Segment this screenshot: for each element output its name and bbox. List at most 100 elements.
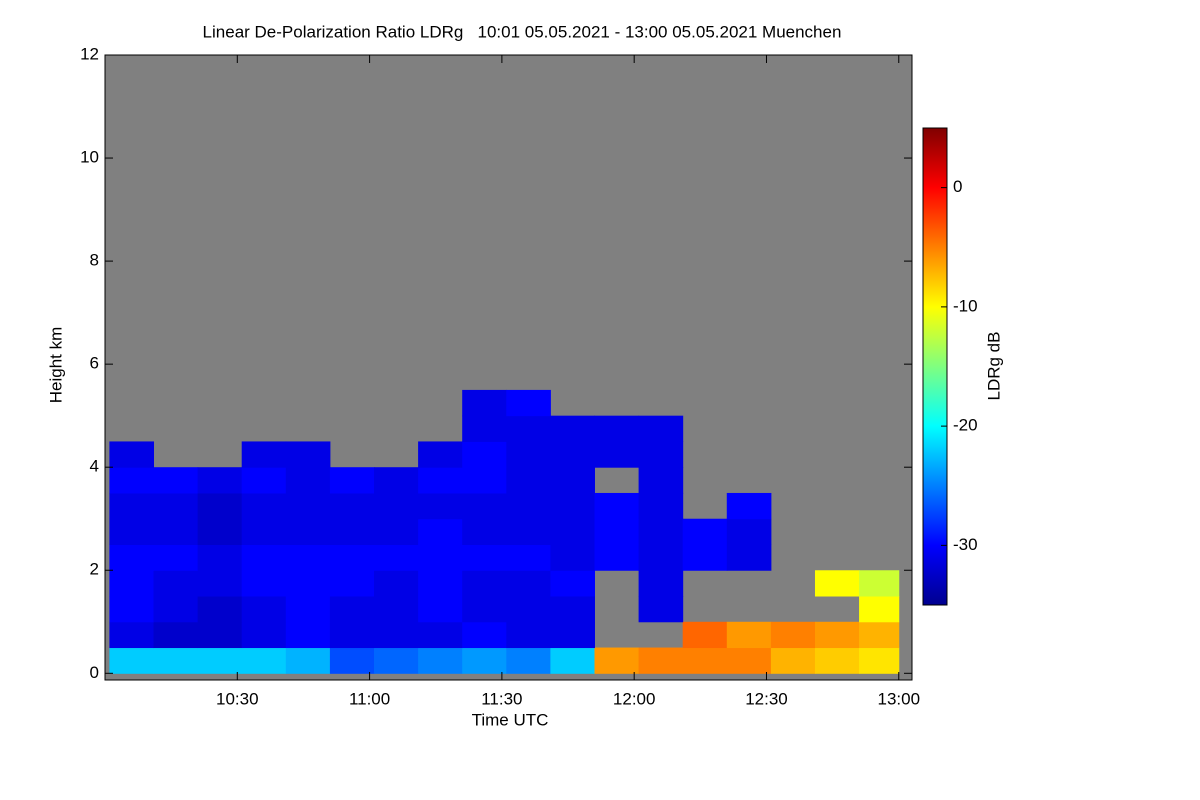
heatmap-cell xyxy=(462,596,507,623)
heatmap-cell xyxy=(594,492,640,520)
heatmap-cell xyxy=(109,492,155,520)
heatmap-cell xyxy=(197,544,243,571)
heatmap-cell xyxy=(153,467,199,494)
heatmap-cell xyxy=(241,596,287,623)
heatmap-cell xyxy=(462,518,507,545)
heatmap-cell xyxy=(329,492,375,520)
heatmap-cell xyxy=(418,647,463,674)
heatmap-cell xyxy=(418,467,463,494)
heatmap-cell xyxy=(374,467,419,494)
heatmap-cell xyxy=(682,518,728,545)
y-tick-label: 2 xyxy=(90,560,99,579)
heatmap-cell xyxy=(550,492,595,520)
y-tick-label: 12 xyxy=(80,44,99,63)
heatmap-cell xyxy=(462,389,507,417)
heatmap-cell xyxy=(859,570,900,597)
heatmap-cell xyxy=(638,544,684,571)
heatmap-cell xyxy=(329,570,375,597)
heatmap-cell xyxy=(241,544,287,571)
heatmap-cell xyxy=(197,596,243,623)
heatmap-cell xyxy=(726,647,772,674)
heatmap-cell xyxy=(285,596,331,623)
heatmap-cell xyxy=(859,621,900,649)
heatmap-cell xyxy=(638,467,684,494)
heatmap-cell xyxy=(285,647,331,674)
heatmap-cell xyxy=(329,647,375,674)
heatmap-cell xyxy=(638,518,684,545)
heatmap-cell xyxy=(814,647,860,674)
heatmap-cell xyxy=(638,647,684,674)
heatmap-cell xyxy=(329,544,375,571)
heatmap-cell xyxy=(814,570,860,597)
heatmap-cell xyxy=(506,596,551,623)
heatmap-cell xyxy=(374,596,419,623)
heatmap-cell xyxy=(285,570,331,597)
heatmap-cell xyxy=(418,544,463,571)
heatmap-cell xyxy=(153,647,199,674)
heatmap-cell xyxy=(418,621,463,649)
heatmap-cell xyxy=(770,621,816,649)
heatmap-cell xyxy=(285,518,331,545)
heatmap-cell xyxy=(594,441,640,468)
heatmap-cell xyxy=(153,596,199,623)
heatmap-cell xyxy=(682,621,728,649)
heatmap-cell xyxy=(550,621,595,649)
heatmap-cell xyxy=(550,467,595,494)
heatmap-cell xyxy=(197,621,243,649)
heatmap-cell xyxy=(285,441,331,468)
heatmap-cell xyxy=(374,570,419,597)
heatmap-cell xyxy=(241,570,287,597)
heatmap-cell xyxy=(285,621,331,649)
heatmap-cell xyxy=(153,570,199,597)
heatmap-cell xyxy=(153,621,199,649)
x-tick-label: 13:00 xyxy=(877,689,920,708)
heatmap-cell xyxy=(418,570,463,597)
heatmap-cell xyxy=(462,544,507,571)
heatmap-cell xyxy=(241,621,287,649)
x-tick-label: 12:30 xyxy=(745,689,788,708)
heatmap-cell xyxy=(770,647,816,674)
heatmap-cell xyxy=(550,647,595,674)
heatmap-cell xyxy=(109,467,155,494)
heatmap-cell xyxy=(726,492,772,520)
heatmap-cell xyxy=(462,467,507,494)
heatmap-cell xyxy=(109,596,155,623)
heatmap-cell xyxy=(418,441,463,468)
colorbar xyxy=(922,127,948,606)
heatmap-cell xyxy=(638,492,684,520)
heatmap-cell xyxy=(418,518,463,545)
heatmap-cell xyxy=(638,415,684,442)
heatmap-cell xyxy=(814,621,860,649)
heatmap-cell xyxy=(506,492,551,520)
heatmap-cell xyxy=(726,544,772,571)
heatmap-cell xyxy=(462,415,507,442)
y-tick-label: 6 xyxy=(90,354,99,373)
heatmap-cell xyxy=(197,518,243,545)
heatmap-cell xyxy=(462,570,507,597)
colorbar-tick-label: -20 xyxy=(953,416,978,435)
heatmap-cell xyxy=(726,621,772,649)
heatmap-cell xyxy=(462,647,507,674)
heatmap-cell xyxy=(550,596,595,623)
heatmap-cell xyxy=(594,518,640,545)
colorbar-label: LDRg dB xyxy=(984,332,1003,401)
heatmap-cell xyxy=(241,518,287,545)
heatmap-cell xyxy=(594,647,640,674)
heatmap-cell xyxy=(153,492,199,520)
heatmap-cell xyxy=(197,467,243,494)
heatmap-cell xyxy=(462,441,507,468)
heatmap-cell xyxy=(550,570,595,597)
heatmap-cell xyxy=(550,441,595,468)
heatmap-cell xyxy=(682,544,728,571)
heatmap-cell xyxy=(109,518,155,545)
heatmap-cell xyxy=(506,647,551,674)
heatmap-cell xyxy=(241,467,287,494)
x-tick-label: 11:30 xyxy=(481,689,522,708)
y-axis-label: Height km xyxy=(46,327,65,404)
x-axis-label: Time UTC xyxy=(472,710,549,729)
x-tick-label: 10:30 xyxy=(216,689,259,708)
heatmap-cell xyxy=(153,518,199,545)
heatmap-cell xyxy=(109,621,155,649)
heatmap-cell xyxy=(374,518,419,545)
y-tick-label: 4 xyxy=(90,457,99,476)
